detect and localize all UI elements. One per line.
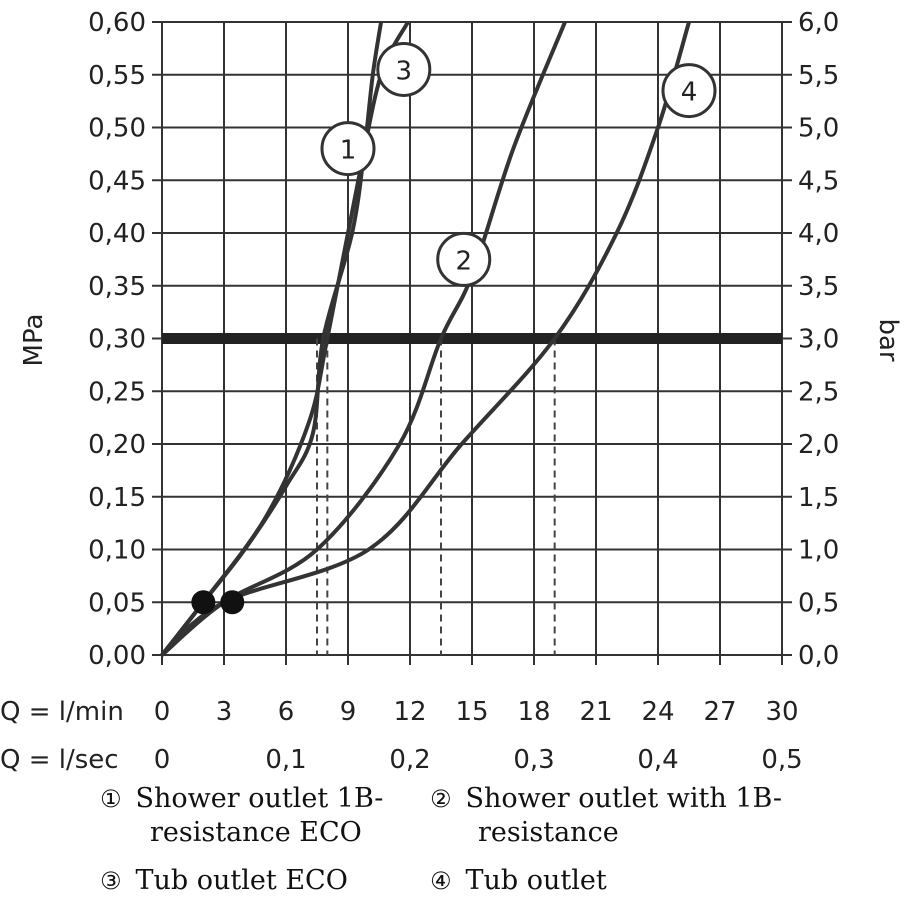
x-lsec-tick-label: 0,3 — [513, 745, 554, 775]
y-right-tick-label: 2,5 — [798, 377, 839, 407]
x-lmin-tick-label: 18 — [517, 697, 550, 727]
x-lsec-tick-label: 0,1 — [265, 745, 306, 775]
y-right-tick-label: 4,0 — [798, 219, 839, 249]
legend-label-4: Tub outlet — [465, 865, 607, 896]
x-lmin-axis-label: Q = l/min — [0, 697, 124, 727]
legend-item-1: ① Shower outlet 1B- resistance ECO — [100, 782, 430, 849]
x-lsec-tick-label: 0,4 — [637, 745, 678, 775]
y-right-tick-label: 0,5 — [798, 588, 839, 618]
y-right-tick-label: 1,0 — [798, 536, 839, 566]
series-line-4 — [160, 21, 691, 657]
x-lsec-axis-label: Q = l/sec — [0, 745, 119, 775]
y-left-tick-label: 0,55 — [88, 61, 146, 91]
legend-label-2a: Shower outlet with 1B- — [465, 783, 782, 814]
y-right-tick-label: 1,5 — [798, 483, 839, 513]
y-left-tick-label: 0,60 — [88, 8, 146, 38]
y-right-axis-label: bar — [873, 318, 903, 361]
y-right-tick-label: 3,0 — [798, 325, 839, 355]
x-lsec-tick-label: 0,2 — [389, 745, 430, 775]
y-left-tick-label: 0,30 — [88, 325, 146, 355]
x-lmin-tick-label: 27 — [703, 697, 736, 727]
x-lmin-tick-label: 21 — [579, 697, 612, 727]
legend-marker-3: ③ — [100, 867, 122, 895]
y-left-tick-label: 0,45 — [88, 166, 146, 196]
legend-label-3: Tub outlet ECO — [135, 865, 348, 896]
series-marker-label-4: 4 — [681, 78, 698, 108]
y-left-tick-label: 0,50 — [88, 114, 146, 144]
legend-marker-1: ① — [100, 785, 122, 813]
legend-label-2b: resistance — [478, 817, 619, 848]
x-lsec-tick-label: 0,5 — [761, 745, 802, 775]
y-left-tick-label: 0,10 — [88, 536, 146, 566]
y-left-tick-label: 0,35 — [88, 272, 146, 302]
x-lmin-tick-label: 15 — [455, 697, 488, 727]
y-right-tick-label: 6,0 — [798, 8, 839, 38]
y-left-axis-label: MPa — [19, 314, 49, 367]
y-right-tick-label: 4,5 — [798, 166, 839, 196]
series-marker-circle-2 — [436, 231, 492, 287]
y-right-tick-label: 5,0 — [798, 114, 839, 144]
y-right-tick-label: 2,0 — [798, 430, 839, 460]
data-point-dot — [191, 590, 216, 615]
legend-item-4: ④ Tub outlet — [430, 864, 607, 898]
series-marker-circle-3 — [376, 41, 432, 97]
x-lmin-tick-label: 9 — [340, 697, 357, 727]
legend-marker-2: ② — [430, 785, 452, 813]
y-right-tick-label: 0,0 — [798, 641, 839, 671]
y-left-tick-label: 0,40 — [88, 219, 146, 249]
series-marker-label-1: 1 — [340, 136, 357, 166]
x-lmin-tick-label: 12 — [393, 697, 426, 727]
y-left-tick-label: 0,05 — [88, 588, 146, 618]
x-lmin-tick-label: 3 — [216, 697, 233, 727]
series-marker-label-3: 3 — [396, 56, 413, 86]
legend-label-1b: resistance ECO — [150, 817, 362, 848]
x-lmin-tick-label: 24 — [641, 697, 674, 727]
series-marker-circle-1 — [320, 121, 376, 177]
x-lmin-tick-label: 6 — [278, 697, 295, 727]
legend-label-1a: Shower outlet 1B- — [135, 783, 384, 814]
series-group: 1 2 3 4 — [160, 21, 717, 657]
y-right-tick-label: 3,5 — [798, 272, 839, 302]
data-point-dot — [220, 590, 245, 615]
series-marker-circle-4 — [661, 63, 717, 119]
y-right-tick-label: 5,5 — [798, 61, 839, 91]
x-lsec-tick-label: 0 — [154, 745, 171, 775]
tick-labels: 0,00 0,00,05 0,50,10 1,00,15 1,50,20 2,00,25 2… — [88, 8, 839, 775]
legend-marker-4: ④ — [430, 867, 452, 895]
y-left-tick-label: 0,00 — [88, 641, 146, 671]
y-left-tick-label: 0,20 — [88, 430, 146, 460]
x-lmin-tick-label: 0 — [154, 697, 171, 727]
legend-item-3: ③ Tub outlet ECO — [100, 864, 348, 898]
legend: ① Shower outlet 1B- resistance ECO ② Showe… — [100, 782, 890, 900]
legend-item-2: ② Shower outlet with 1B- resistance — [430, 782, 890, 849]
y-left-tick-label: 0,15 — [88, 483, 146, 513]
x-lmin-tick-label: 30 — [765, 697, 798, 727]
series-line-2 — [160, 21, 567, 657]
series-line-3 — [160, 21, 410, 657]
series-marker-label-2: 2 — [455, 246, 472, 276]
y-left-tick-label: 0,25 — [88, 377, 146, 407]
